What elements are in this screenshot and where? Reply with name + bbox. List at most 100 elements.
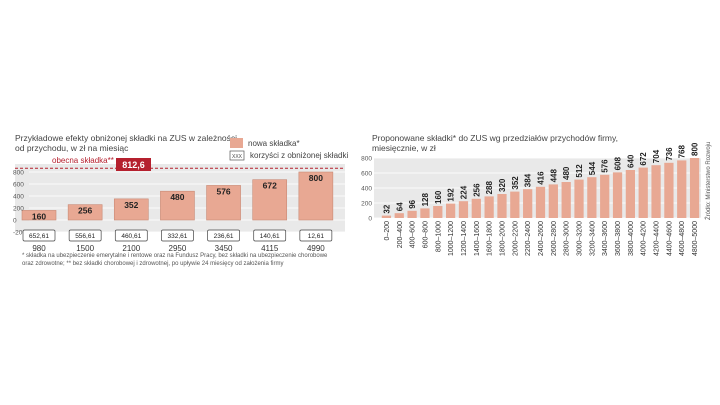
left-x-tick-label: 2100 <box>122 244 140 253</box>
left-bar-value-label: 160 <box>32 211 46 221</box>
right-bar <box>394 213 404 218</box>
right-bar <box>574 179 584 218</box>
right-bar-value-label: 768 <box>678 145 687 159</box>
right-chart: Proponowane składki* do ZUS wg przedział… <box>361 133 712 256</box>
right-bar <box>612 172 623 218</box>
savings-label: 236,61 <box>214 233 234 240</box>
right-x-tick-label: 4800–5000 <box>692 221 699 256</box>
savings-box <box>22 229 56 242</box>
right-x-tick-label: 2000–2200 <box>512 221 519 256</box>
right-bar-value-label: 416 <box>537 171 546 185</box>
right-y-tick-label: 200 <box>361 201 372 208</box>
right-bar-value-label: 640 <box>626 154 635 168</box>
right-bar-value-label: 544 <box>588 161 597 175</box>
right-x-tick-label: 3800–4000 <box>628 221 635 256</box>
right-bar-value-label: 704 <box>652 149 661 163</box>
right-x-tick-label: 3000–3200 <box>577 221 584 256</box>
left-bar <box>113 198 149 221</box>
right-y-tick-label: 0 <box>368 216 372 223</box>
right-x-tick-label: 3200–3400 <box>589 221 596 256</box>
right-bar-value-label: 128 <box>421 193 430 207</box>
right-bar <box>689 158 700 218</box>
left-bar <box>206 185 241 221</box>
right-bar-value-label: 480 <box>562 166 571 180</box>
footnote-line-1: * składka na ubezpieczenie emerytalne i … <box>22 253 328 259</box>
right-bar <box>510 191 520 218</box>
right-bar-value-label: 384 <box>524 173 533 187</box>
savings-box <box>299 229 333 242</box>
right-x-tick-label: 400–600 <box>410 221 417 248</box>
right-bar <box>523 189 533 218</box>
right-bar <box>664 162 674 218</box>
legend-savings-box <box>229 150 245 161</box>
right-bar-value-label: 224 <box>459 185 468 199</box>
left-bar-value-label: 800 <box>309 173 323 183</box>
right-x-tick-label: 1600–1800 <box>487 221 494 256</box>
left-x-tick-label: 4990 <box>307 244 325 253</box>
savings-box <box>114 229 148 242</box>
right-bar-value-label: 288 <box>485 181 494 195</box>
right-bar-value-label: 576 <box>601 159 610 173</box>
right-bar <box>420 208 430 218</box>
right-x-tick-label: 600–800 <box>422 221 429 248</box>
left-x-tick-label: 980 <box>32 244 46 253</box>
current-contribution-value: 812,6 <box>122 160 145 170</box>
legend-new-contribution-swatch <box>230 138 243 148</box>
right-bar <box>381 215 392 218</box>
left-bar <box>252 179 288 221</box>
savings-label: 460,61 <box>121 233 141 240</box>
right-x-tick-label: 3400–3600 <box>602 221 609 256</box>
right-x-tick-label: 2400–2600 <box>538 221 545 256</box>
right-x-tick-label: 3600–3800 <box>615 221 622 256</box>
right-bar <box>651 165 661 218</box>
right-y-tick-label: 600 <box>361 171 372 178</box>
right-bar-value-label: 512 <box>575 164 584 178</box>
right-x-tick-label: 1000–1200 <box>448 221 455 256</box>
right-bar-value-label: 448 <box>549 169 558 183</box>
right-y-tick-label: 800 <box>361 156 372 163</box>
left-bar <box>67 204 103 221</box>
legend-savings-box-text: XXX <box>232 154 243 160</box>
right-x-tick-label: 800–1000 <box>435 221 442 252</box>
right-bar <box>677 160 687 218</box>
right-bar <box>625 170 636 218</box>
right-x-tick-label: 1800–2000 <box>499 221 506 256</box>
left-y-tick-label: 400 <box>13 194 24 201</box>
right-bar-value-label: 352 <box>511 176 520 190</box>
left-y-tick-label: -200 <box>13 230 26 237</box>
left-title-line-1: Przykładowe efekty obniżonej składki na … <box>15 133 237 143</box>
right-bar <box>535 186 546 218</box>
current-contribution-label: obecna składka** <box>52 156 114 165</box>
footnote-line-2: oraz zdrowotne; ** bez składki chorobowe… <box>22 261 283 267</box>
left-y-tick-label: 800 <box>13 170 24 177</box>
left-y-tick-label: 0 <box>13 218 17 225</box>
savings-label: 12,61 <box>308 233 325 240</box>
savings-box <box>207 229 240 242</box>
right-x-tick-label: 2600–2800 <box>551 221 558 256</box>
left-x-tick-label: 1500 <box>76 244 94 253</box>
left-y-tick-label: 200 <box>13 206 24 213</box>
right-bar <box>600 174 610 218</box>
right-bar-value-label: 320 <box>498 178 507 192</box>
right-x-tick-label: 1400–1600 <box>474 221 481 256</box>
savings-box <box>253 229 287 242</box>
left-bar-value-label: 256 <box>78 206 92 216</box>
savings-label: 332,61 <box>167 233 187 240</box>
right-bar <box>407 210 417 218</box>
right-bar <box>458 201 469 218</box>
savings-box <box>161 229 194 242</box>
left-chart: Przykładowe efekty obniżonej składki na … <box>13 133 348 267</box>
right-bar-value-label: 800 <box>691 142 700 156</box>
right-bar <box>497 194 507 218</box>
right-bar <box>471 198 481 218</box>
left-title-line-2: od przychodu, w zł na miesiąc <box>15 143 129 153</box>
right-bar-value-label: 736 <box>665 147 674 161</box>
right-bar <box>638 167 648 218</box>
right-bar-value-label: 256 <box>472 183 481 197</box>
left-x-tick-label: 4115 <box>261 244 279 253</box>
right-x-tick-label: 200–400 <box>397 221 404 248</box>
right-title-line-1: Proponowane składki* do ZUS wg przedział… <box>372 133 618 143</box>
right-bar <box>484 196 494 218</box>
savings-label: 652,61 <box>29 233 49 240</box>
right-y-tick-label: 400 <box>361 186 372 193</box>
